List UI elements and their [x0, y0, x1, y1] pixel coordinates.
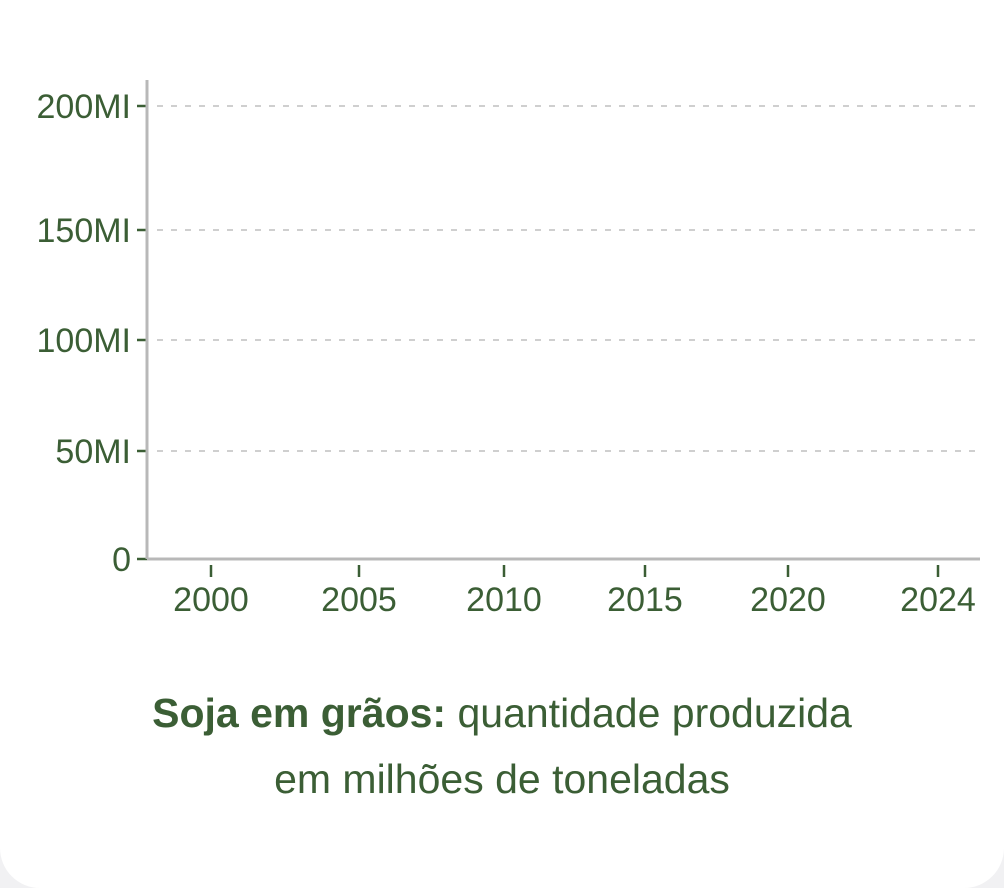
x-tick-label-2015: 2015 — [607, 581, 683, 619]
caption-line-1: Soja em grãos: quantidade produzida — [0, 680, 1004, 746]
y-tick-label-0: 0 — [112, 541, 131, 579]
x-tick-label-2020: 2020 — [750, 581, 826, 619]
y-tick-label-50MI: 50MI — [55, 433, 131, 471]
caption-line1-rest: quantidade produzida — [446, 690, 852, 736]
chart-caption: Soja em grãos: quantidade produzida em m… — [0, 680, 1004, 812]
caption-line-2: em milhões de toneladas — [274, 756, 730, 802]
caption-bold: Soja em grãos: — [152, 690, 447, 736]
y-tick-label-150MI: 150MI — [37, 212, 132, 250]
x-tick-label-2024: 2024 — [900, 581, 976, 619]
x-tick-label-2005: 2005 — [321, 581, 397, 619]
y-tick-label-100MI: 100MI — [37, 322, 132, 360]
y-tick-label-200MI: 200MI — [37, 88, 132, 126]
x-tick-label-2000: 2000 — [173, 581, 249, 619]
x-tick-label-2010: 2010 — [466, 581, 542, 619]
chart: 0 50MI 100MI 150MI 200MI 2000 2005 2010 2015 2020… — [37, 80, 980, 619]
